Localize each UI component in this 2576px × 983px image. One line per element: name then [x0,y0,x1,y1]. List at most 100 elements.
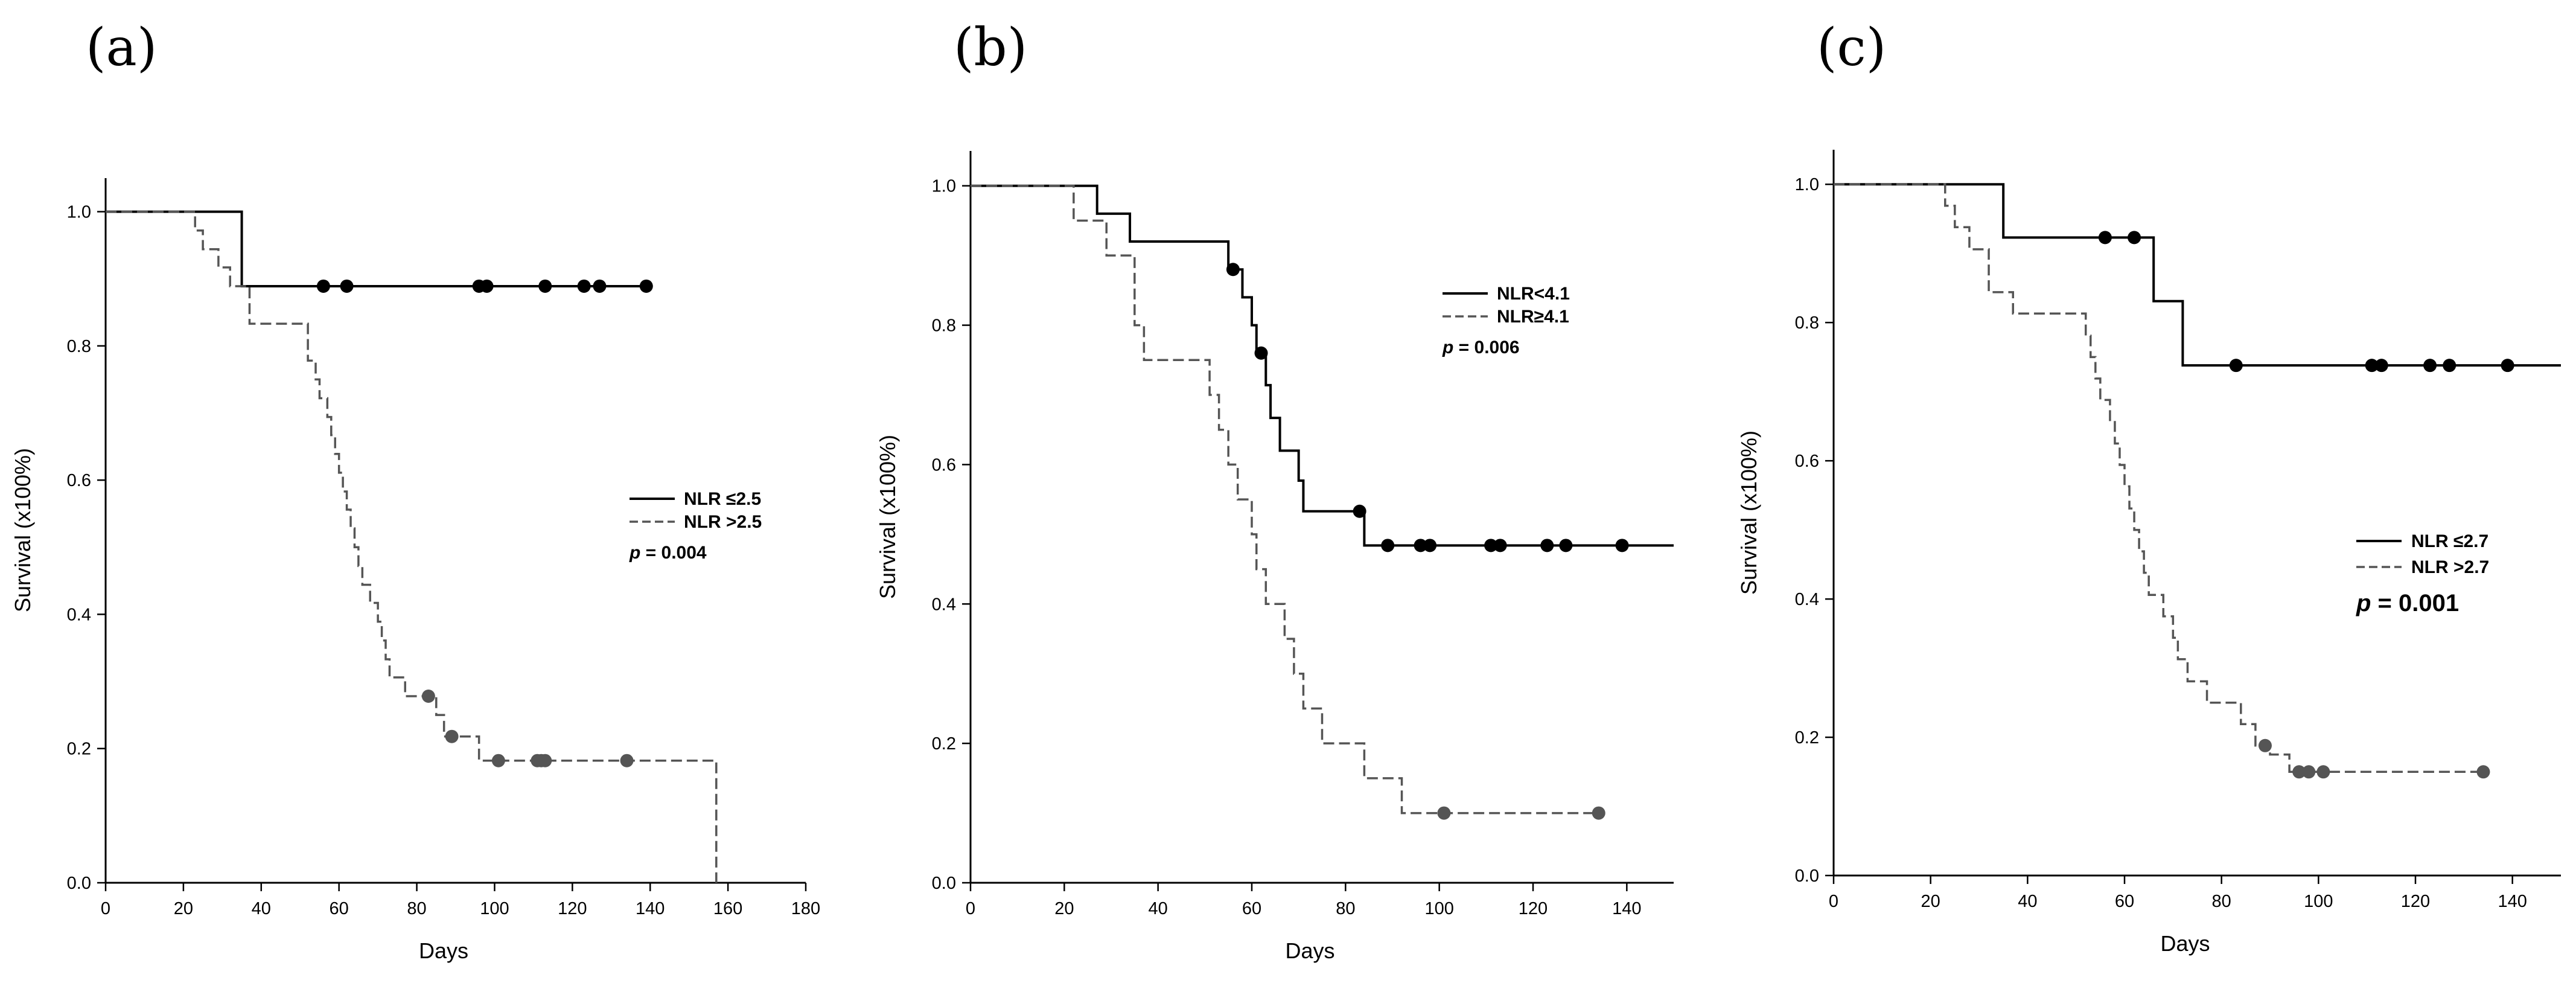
x-tick-label: 100 [2304,892,2333,911]
x-axis-label: Days [419,938,468,963]
x-axis-label: Days [1285,938,1334,963]
censor-point-low-nlr [1615,539,1629,552]
censor-point-low-nlr [2365,359,2379,373]
y-tick-label: 0.4 [67,605,91,624]
survival-curve-high-nlr [971,184,1599,815]
x-tick-label: 80 [1336,899,1355,918]
panel-label: (a) [86,18,157,78]
p-value-number: = 0.006 [1453,338,1519,357]
x-tick-label: 40 [2018,892,2037,911]
censor-point-low-nlr [538,279,552,293]
y-tick-label: 1.0 [932,177,956,196]
censor-point-high-nlr [1437,806,1451,820]
p-value: p = 0.001 [2356,590,2459,616]
chart-panel-c: (c) 0 20 40 60 80 100 120 140 0.0 0.2 0.4 0.6 0.8 1.0 D… [1736,18,2561,956]
censor-point-low-nlr [2128,231,2141,245]
chart-panel-b: (b) 0 20 40 60 80 100 120 140 0.0 0.2 0.4 0.6 0.8 1.0 D… [875,18,1674,963]
censor-point-low-nlr [2098,231,2112,245]
x-tick-label: 140 [636,899,665,918]
censor-point-low-nlr [593,279,607,293]
censor-point-low-nlr [2501,359,2514,373]
censor-point-low-nlr [577,279,591,293]
y-tick-label: 0.4 [932,595,956,614]
x-tick-label: 140 [1612,899,1641,918]
censor-point-low-nlr [316,279,330,293]
y-tick-label: 0.8 [932,316,956,336]
y-tick-label: 0.4 [1795,590,1819,609]
legend-label: NLR<4.1 [1497,284,1570,304]
censor-point-low-nlr [1559,539,1573,552]
x-tick-label: 60 [2115,892,2134,911]
censor-point-low-nlr [2443,359,2456,373]
censor-point-low-nlr [340,279,354,293]
x-tick-label: 160 [713,899,742,918]
p-value-number: = 0.004 [640,543,707,563]
censor-point-high-nlr [538,754,552,767]
x-tick-label: 20 [1921,892,1940,911]
x-tick-label: 120 [558,899,587,918]
y-tick-label: 0.8 [1795,313,1819,333]
censor-point-low-nlr [1484,539,1498,552]
censor-point-high-nlr [620,754,634,767]
p-value-symbol: p [629,543,640,563]
censor-point-high-nlr [2302,765,2316,779]
legend-label: NLR >2.7 [2411,557,2489,577]
y-tick-label: 1.0 [1795,175,1819,194]
survival-curve-low-nlr [971,184,1674,547]
censor-point-low-nlr [1226,263,1240,277]
p-value-symbol: p [2356,590,2371,616]
censor-point-low-nlr [1423,539,1437,552]
censor-point-low-nlr [1414,539,1427,552]
y-axis-label: Survival (x100%) [10,448,35,612]
panel-label: (c) [1817,18,1886,78]
x-tick-label: 40 [1149,899,1168,918]
legend-label: NLR >2.5 [684,512,762,532]
censor-point-low-nlr [2423,359,2437,373]
y-axis-label: Survival (x100%) [875,435,900,599]
x-tick-label: 60 [330,899,349,918]
censor-point-low-nlr [480,279,494,293]
legend-label: NLR ≤2.5 [684,489,761,509]
x-tick-label: 80 [407,899,426,918]
censor-point-low-nlr [1353,504,1366,518]
y-tick-label: 0.0 [1795,866,1819,886]
p-value: p = 0.006 [1442,338,1520,357]
survival-curve-high-nlr [1834,183,2484,773]
y-tick-label: 0.2 [67,740,91,759]
x-tick-label: 40 [252,899,271,918]
y-tick-label: 0.0 [67,874,91,893]
x-tick-label: 100 [1424,899,1453,918]
x-tick-label: 0 [1829,892,1838,911]
y-tick-label: 0.2 [932,734,956,754]
survival-curve-low-nlr [1834,183,2561,367]
p-value-number: = 0.001 [2371,590,2459,616]
censor-point-low-nlr [2229,359,2243,373]
y-tick-label: 0.0 [932,874,956,893]
censor-point-high-nlr [421,690,435,703]
x-tick-label: 0 [966,899,975,918]
censor-point-low-nlr [1540,539,1554,552]
censor-point-high-nlr [2292,765,2306,779]
y-tick-label: 0.8 [67,337,91,356]
y-tick-label: 0.6 [932,455,956,475]
censor-point-high-nlr [2316,765,2330,779]
survival-curve-low-nlr [106,210,651,287]
chart-panel-a: (a) 0 20 40 60 80 100 120 140 160 180 0.0 0.2 0.4 0.6 0… [10,18,820,963]
legend-label: NLR≥4.1 [1497,307,1569,327]
censor-point-high-nlr [2476,765,2490,779]
p-value-symbol: p [1442,338,1453,357]
censor-point-high-nlr [2258,738,2272,752]
panel-label: (b) [954,18,1027,78]
x-axis-label: Days [2160,931,2210,956]
y-tick-label: 1.0 [67,203,91,222]
censor-point-high-nlr [1592,806,1605,820]
x-tick-label: 140 [2498,892,2527,911]
y-axis-label: Survival (x100%) [1736,431,1761,595]
x-tick-label: 20 [1054,899,1074,918]
x-tick-label: 60 [1242,899,1261,918]
legend-label: NLR ≤2.7 [2411,531,2488,551]
survival-curve-high-nlr [106,210,718,883]
x-tick-label: 120 [2401,892,2430,911]
x-tick-label: 120 [1519,899,1548,918]
